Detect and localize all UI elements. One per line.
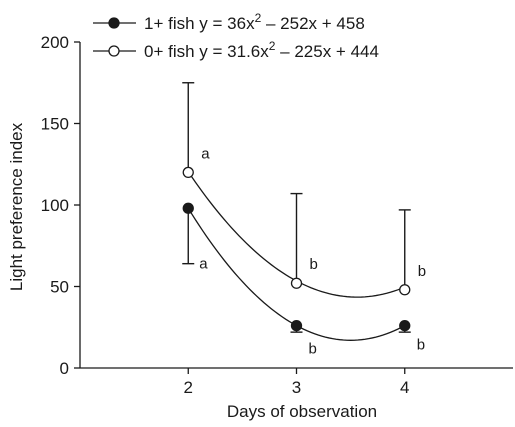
point-0plus-fish xyxy=(182,166,194,179)
error-bars xyxy=(182,82,411,333)
significance-letter: b xyxy=(309,341,317,358)
point-1plus-fish xyxy=(399,319,411,332)
significance-letters: a b b a b b xyxy=(199,145,426,357)
y-tick-label: 0 xyxy=(60,359,69,378)
significance-letter: b xyxy=(418,263,426,280)
x-tick-label: 3 xyxy=(292,378,301,397)
legend-label: 1+ fish y = 36x2 – 252x + 458 xyxy=(144,11,365,33)
legend-label: 0+ fish y = 31.6x2 – 225x + 444 xyxy=(144,39,379,61)
point-0plus-fish xyxy=(399,284,411,296)
y-tick-label: 150 xyxy=(41,115,69,134)
significance-letter: b xyxy=(417,337,425,354)
x-tick-label: 2 xyxy=(184,378,193,397)
legend-marker xyxy=(108,45,120,57)
significance-letter: a xyxy=(201,145,210,162)
significance-letter: a xyxy=(199,256,208,273)
y-tick-label: 200 xyxy=(41,33,69,52)
legend-marker xyxy=(108,17,120,29)
x-axis-title: Days of observation xyxy=(227,402,377,421)
data-points xyxy=(182,166,411,332)
axes: 0 50 100 150 200 2 3 4 xyxy=(41,33,513,397)
y-tick-label: 100 xyxy=(41,196,69,215)
y-axis-title: Light preference index xyxy=(7,122,26,291)
point-1plus-fish xyxy=(290,319,303,332)
y-tick-label: 50 xyxy=(50,278,69,297)
point-1plus-fish xyxy=(182,202,194,214)
legend: 1+ fish y = 36x2 – 252x + 458 0+ fish y =… xyxy=(93,11,379,61)
x-tick-label: 4 xyxy=(400,378,409,397)
significance-letter: b xyxy=(310,256,318,273)
point-0plus-fish xyxy=(290,277,303,289)
